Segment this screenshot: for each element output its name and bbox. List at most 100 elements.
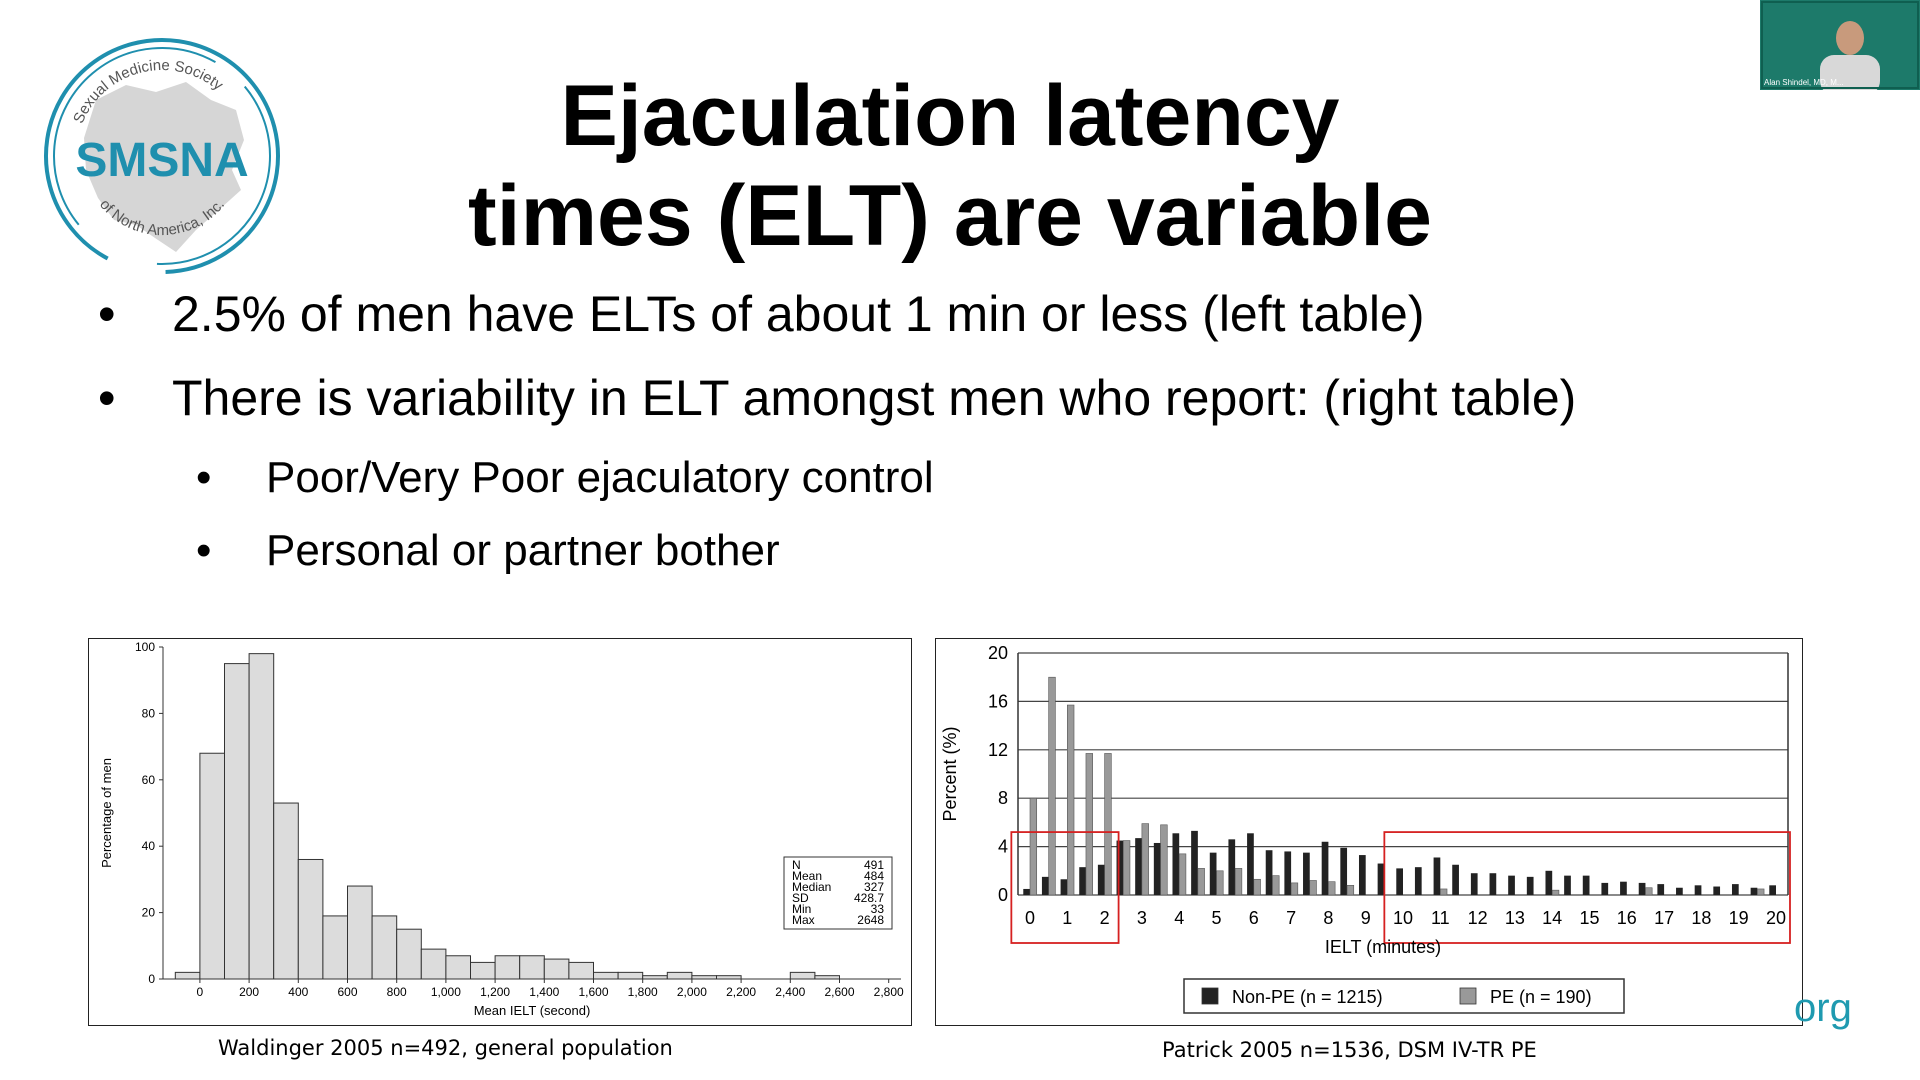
bullet-text: Poor/Very Poor ejaculatory control — [266, 453, 934, 502]
right-chart-caption: Patrick 2005 n=1536, DSM IV-TR PE — [1162, 1038, 1537, 1062]
bar-non-pe — [1452, 864, 1459, 895]
bar-non-pe — [1116, 840, 1124, 895]
x-tick-label: 6 — [1249, 908, 1259, 928]
x-tick-label: 5 — [1211, 908, 1221, 928]
histogram-bar — [322, 915, 348, 980]
slide-title-line-2: times (ELT) are variable — [468, 168, 1432, 264]
x-tick-label: 2,800 — [874, 985, 904, 999]
bar-non-pe — [1321, 841, 1329, 895]
legend-swatch — [1459, 987, 1477, 1005]
legend-label: PE (n = 190) — [1490, 987, 1592, 1007]
bar-non-pe — [1750, 887, 1758, 895]
bar-pe — [1141, 823, 1149, 896]
bar-non-pe — [1433, 857, 1441, 895]
bar-non-pe — [1340, 847, 1348, 895]
x-axis-title: IELT (minutes) — [1325, 937, 1441, 957]
histogram-bar — [543, 958, 570, 980]
histogram-bar — [297, 858, 324, 980]
logo-center-text: SMSNA — [75, 134, 248, 187]
y-axis-title: Percent (%) — [940, 726, 960, 821]
bar-non-pe — [1209, 852, 1217, 895]
bar-non-pe — [1191, 830, 1198, 895]
stats-value: 2648 — [857, 913, 884, 927]
histogram-bar — [568, 961, 594, 980]
y-tick-label: 60 — [142, 773, 156, 787]
bar-non-pe — [1694, 885, 1702, 895]
bar-non-pe — [1358, 855, 1366, 895]
bar-non-pe — [1377, 863, 1385, 895]
bar-pe — [1048, 676, 1056, 896]
histogram-bar — [814, 975, 841, 980]
bar-chart-ielt-pe-vs-nonpe: 0 4 8 12 16 20 0 1 2 3 4 5 6 7 8 9 10 11 12 13 14 15 16 17 18 19 2… — [935, 638, 1803, 1026]
y-tick-label: 4 — [998, 837, 1008, 857]
stats-label: SD — [792, 891, 809, 905]
bar-non-pe — [1582, 875, 1590, 895]
x-tick-label: 18 — [1691, 908, 1711, 928]
bar-pe — [1160, 824, 1168, 896]
y-tick-label: 100 — [135, 640, 155, 654]
histogram-bar — [494, 955, 521, 980]
bar-non-pe — [1153, 842, 1161, 895]
stats-label: Median — [792, 880, 831, 894]
x-tick-label: 200 — [239, 985, 259, 999]
bar-non-pe — [1769, 885, 1776, 895]
histogram-bar — [519, 955, 545, 980]
slide-title-line-1: Ejaculation latency — [560, 68, 1340, 164]
x-tick-label: 3 — [1137, 908, 1147, 928]
y-tick-label: 0 — [998, 885, 1008, 905]
participant-name: Alan Shindel, MD, M... — [1764, 78, 1844, 87]
smsna-logo: Sexual Medicine Society of North America… — [44, 38, 280, 274]
bar-non-pe — [1265, 850, 1273, 895]
bar-pe — [1439, 888, 1448, 896]
bar-pe — [1290, 882, 1299, 896]
x-tick-label: 2,000 — [677, 985, 707, 999]
x-tick-label: 16 — [1617, 908, 1637, 928]
x-tick-label: 19 — [1729, 908, 1749, 928]
bar-non-pe — [1676, 887, 1683, 895]
x-tick-label: 20 — [1766, 908, 1786, 928]
bar-pe — [1309, 880, 1317, 896]
y-tick-label: 20 — [142, 906, 156, 920]
x-tick-label: 2,400 — [775, 985, 805, 999]
y-tick-label: 40 — [142, 839, 156, 853]
histogram-bar — [593, 971, 619, 980]
bar-non-pe — [1731, 884, 1739, 895]
bar-non-pe — [1508, 875, 1515, 895]
y-tick-label: 16 — [988, 691, 1008, 711]
legend-swatch — [1201, 987, 1219, 1005]
y-tick-label: 0 — [148, 972, 155, 986]
bar-non-pe — [1060, 879, 1068, 895]
slide-title: Ejaculation latency times (ELT) are vari… — [380, 66, 1520, 266]
x-tick-label: 1,800 — [628, 985, 658, 999]
x-tick-label: 0 — [197, 985, 204, 999]
bar-non-pe — [1489, 873, 1497, 895]
left-chart-caption: Waldinger 2005 n=492, general population — [218, 1036, 673, 1060]
video-thumbnail[interactable]: Alan Shindel, MD, M... — [1760, 0, 1920, 90]
bar-pe — [1234, 868, 1243, 896]
bar-pe — [1346, 885, 1355, 896]
histogram-bar — [617, 971, 644, 980]
x-tick-label: 600 — [337, 985, 357, 999]
x-tick-label: 1,000 — [431, 985, 461, 999]
y-tick-label: 20 — [988, 643, 1008, 663]
bar-pe — [1122, 840, 1131, 896]
x-tick-label: 13 — [1505, 908, 1525, 928]
bar-non-pe — [1657, 884, 1665, 895]
bar-non-pe — [1620, 881, 1627, 895]
legend-box — [1183, 978, 1625, 1014]
bar-pe — [1178, 853, 1187, 896]
bar-pe — [1216, 870, 1224, 896]
histogram-bar — [789, 971, 816, 980]
website-url-fragment: org — [1794, 986, 1852, 1030]
bar-pe — [1253, 878, 1261, 896]
x-tick-label: 7 — [1286, 908, 1296, 928]
bar-pe — [1757, 888, 1765, 896]
histogram-bar — [445, 955, 471, 980]
stats-box — [783, 856, 893, 930]
x-tick-label: 15 — [1579, 908, 1599, 928]
stats-value: 33 — [871, 902, 885, 916]
legend-label: Non-PE (n = 1215) — [1232, 987, 1383, 1007]
highlight-box — [1383, 831, 1791, 944]
bar-non-pe — [1135, 838, 1142, 895]
